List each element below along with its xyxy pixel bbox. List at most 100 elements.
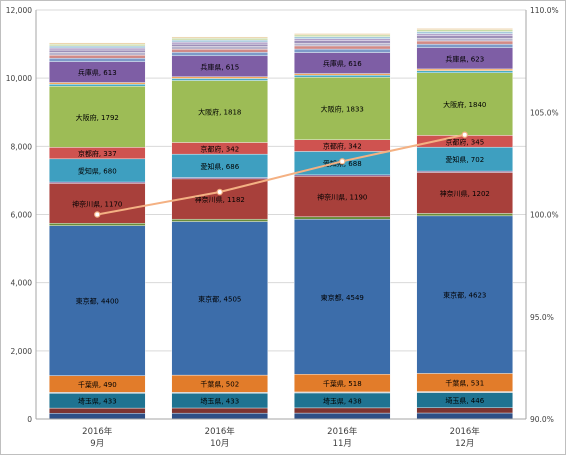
- data-label: 兵庫県, 615: [200, 62, 239, 71]
- y-left-tick-label: 8,000: [11, 142, 33, 151]
- bar-segment: [416, 215, 513, 374]
- data-label: 千葉県, 518: [323, 379, 362, 388]
- bar-segment: [416, 170, 513, 173]
- bar-segment: [49, 58, 146, 62]
- data-label: 大阪府, 1833: [321, 105, 364, 114]
- x-tick-label: 12月: [455, 439, 474, 449]
- bar-segment: [171, 78, 268, 81]
- data-label: 京都府, 342: [200, 144, 239, 153]
- bar-segment: [171, 39, 268, 43]
- bar-segment: [416, 35, 513, 39]
- data-label: 千葉県, 502: [200, 380, 239, 389]
- y-right-tick-label: 90.0%: [530, 415, 554, 424]
- bar-segment: [49, 82, 146, 85]
- bar-segment: [171, 76, 268, 79]
- data-label: 神奈川県, 1190: [317, 193, 367, 202]
- ratio-point: [461, 131, 468, 138]
- ratio-line: [94, 131, 468, 218]
- bar-segment: [171, 218, 268, 222]
- x-tick-label: 2016年: [327, 426, 358, 437]
- bar-segment: [416, 37, 513, 42]
- bar-segment: [416, 72, 513, 136]
- data-label: 埼玉県, 438: [323, 396, 362, 405]
- data-label: 兵庫県, 623: [445, 54, 484, 63]
- bar-segment: [416, 213, 513, 217]
- bar-segment: [294, 42, 391, 47]
- x-tick-label: 10月: [210, 439, 229, 449]
- data-label: 京都府, 342: [323, 142, 362, 151]
- ratio-line-path: [97, 133, 465, 216]
- y-left-tick-label: 6,000: [11, 211, 33, 220]
- y-right-tick-label: 100.0%: [530, 211, 559, 220]
- y-left-tick-label: 10,000: [6, 74, 32, 83]
- bar-segment: [294, 34, 391, 37]
- data-label: 東京都, 4623: [443, 291, 486, 300]
- data-labels: 埼玉県, 433 千葉県, 490 東京都, 4400 神奈川県, 1170 愛知県, …: [72, 54, 490, 405]
- data-label: 愛知県, 702: [445, 155, 484, 164]
- bar-segment: [49, 52, 146, 56]
- x-tick-label: 2016年: [205, 426, 236, 437]
- bar-segment: [171, 177, 268, 180]
- data-label: 埼玉県, 433: [200, 397, 239, 406]
- data-label: 神奈川県, 1202: [440, 189, 490, 198]
- bar-segment: [416, 40, 513, 45]
- bar-segment: [294, 33, 391, 36]
- bar-segment: [294, 216, 391, 220]
- data-label: 神奈川県, 1170: [72, 199, 122, 208]
- bar-segment: [49, 223, 146, 226]
- y-left-tick-label: 2,000: [11, 347, 33, 356]
- data-label: 兵庫県, 613: [78, 68, 117, 77]
- bar-segment: [171, 49, 268, 53]
- bar-segment: [171, 52, 268, 57]
- bar-segment: [416, 407, 513, 414]
- data-label: 神奈川県, 1182: [195, 195, 245, 204]
- bar-segment: [49, 47, 146, 51]
- bar-segment: [416, 68, 513, 71]
- y-right-tick-label: 110.0%: [530, 6, 559, 15]
- bar-segment: [171, 46, 268, 50]
- bar-segment: [49, 44, 146, 47]
- bar-segment: [49, 225, 146, 376]
- data-label: 埼玉県, 446: [445, 396, 484, 405]
- data-label: 大阪府, 1818: [198, 108, 241, 117]
- bar-segment: [171, 36, 268, 39]
- bar-segment: [416, 33, 513, 36]
- data-label: 愛知県, 686: [200, 162, 239, 171]
- y-left-tick-label: 0: [27, 415, 32, 424]
- bar-segment: [49, 413, 146, 420]
- bar-segment: [49, 42, 146, 45]
- data-label: 京都府, 337: [78, 149, 117, 158]
- bar-segment: [171, 178, 268, 220]
- x-tick-label: 2016年: [450, 426, 481, 437]
- bar-segment: [49, 181, 146, 184]
- bar-segment: [294, 75, 391, 78]
- x-tick-label: 2016年: [82, 426, 113, 437]
- bar-segment: [294, 77, 391, 140]
- bar-segment: [49, 45, 146, 49]
- bar-segment: [171, 407, 268, 414]
- data-label: 大阪府, 1792: [76, 113, 119, 122]
- data-label: 愛知県, 680: [78, 166, 117, 175]
- y-right-tick-label: 95.0%: [530, 313, 554, 322]
- y-right-tick-label: 105.0%: [530, 108, 559, 117]
- bar-segment: [294, 412, 391, 420]
- bar-segment: [416, 29, 513, 32]
- bar-segment: [416, 31, 513, 34]
- bar-segment: [294, 38, 391, 41]
- bar-segment: [294, 36, 391, 39]
- data-label: 兵庫県, 616: [323, 59, 362, 68]
- bar-segment: [171, 412, 268, 420]
- bar-segment: [171, 41, 268, 45]
- bar-segment: [294, 45, 391, 50]
- bar-segment: [171, 38, 268, 41]
- bar-segment: [416, 28, 513, 31]
- data-label: 千葉県, 531: [445, 378, 484, 387]
- bar-segment: [416, 70, 513, 73]
- ratio-point: [216, 188, 223, 196]
- bar-segment: [171, 43, 268, 47]
- x-tick-label: 9月: [90, 439, 104, 449]
- bar-segment: [49, 54, 146, 59]
- x-tick-label: 11月: [333, 439, 352, 449]
- bar-stacks: [49, 28, 513, 420]
